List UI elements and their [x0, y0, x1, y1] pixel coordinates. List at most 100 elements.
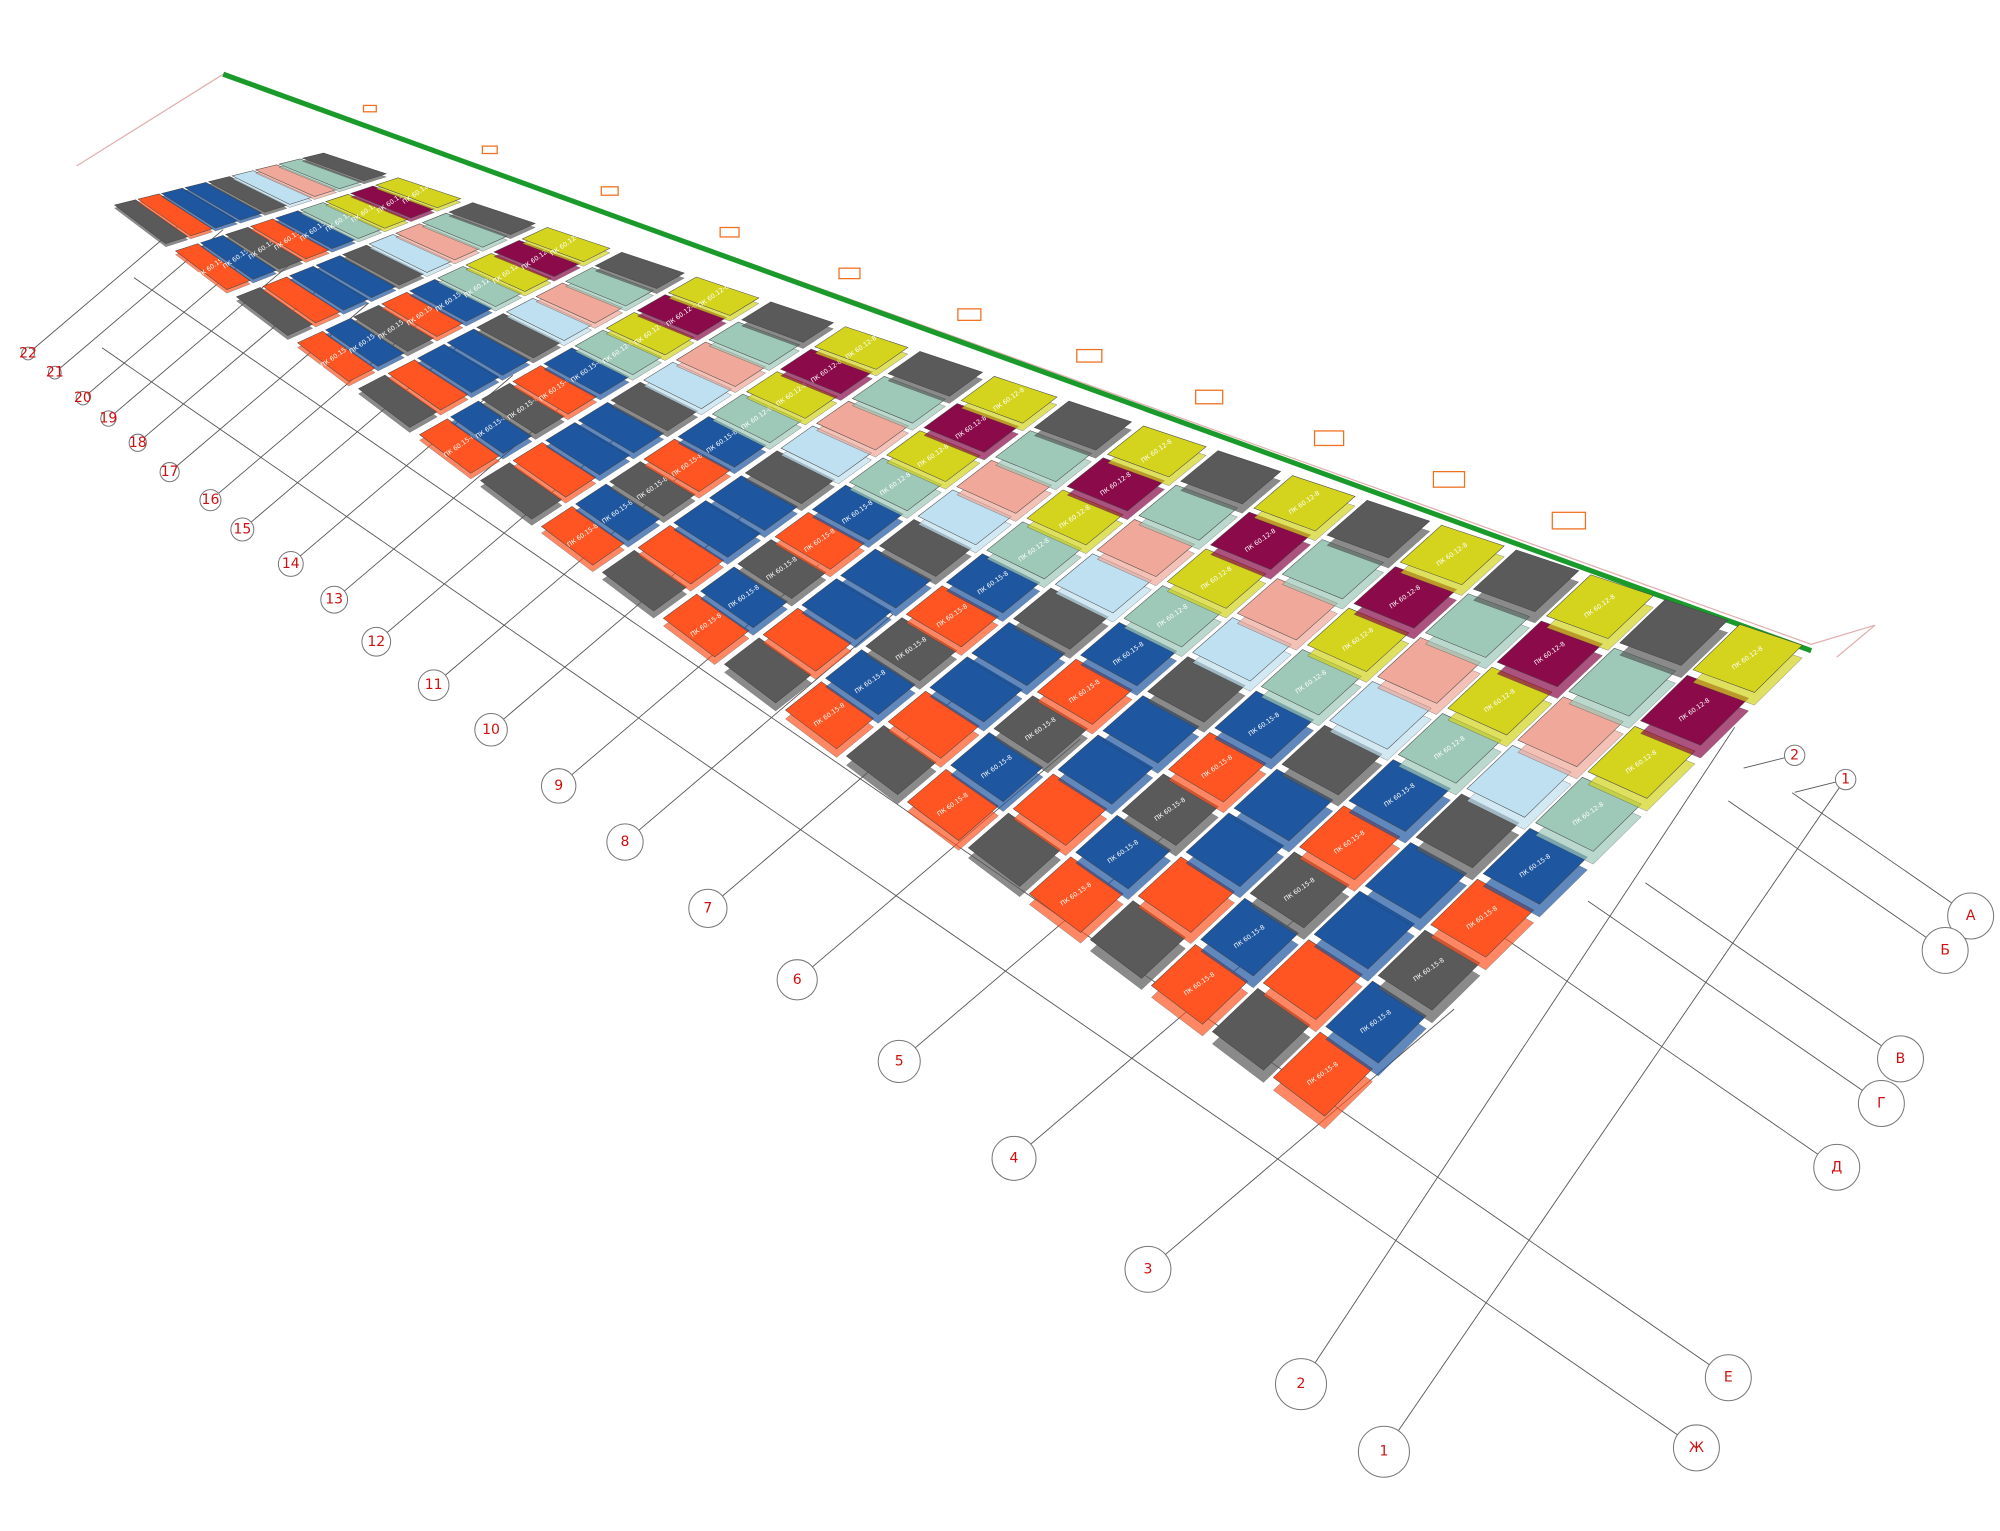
panel: [846, 725, 937, 796]
axis-label: 22: [19, 346, 37, 362]
axis-bubble: [75, 390, 91, 406]
panel: [1054, 553, 1152, 614]
panel: [605, 312, 695, 356]
axis-label: 2: [1790, 747, 1799, 763]
panel: [448, 202, 536, 235]
panel: [289, 265, 369, 311]
panel: [923, 403, 1020, 453]
panel: [250, 218, 330, 260]
panel: [299, 202, 383, 239]
panel: [825, 649, 916, 716]
panel: [594, 251, 685, 289]
panel: [512, 442, 597, 498]
axis-bubble: [230, 517, 255, 542]
panel: [816, 400, 910, 451]
axis-bubble: [1813, 1143, 1861, 1191]
axis-label: 19: [99, 411, 117, 427]
axis-bubble: [199, 489, 222, 512]
panel: [254, 164, 338, 197]
axis-bubble: [1357, 1425, 1410, 1478]
panel: [465, 253, 552, 292]
axis-bubble: [688, 888, 728, 928]
axis-bubble: [1783, 744, 1806, 767]
axis-bubble: [1834, 768, 1857, 791]
panel: [1253, 475, 1356, 532]
panel: [381, 291, 464, 337]
panel: [545, 422, 631, 476]
panel: [575, 483, 661, 541]
panel: [1107, 425, 1207, 478]
axis-bubble: [417, 669, 450, 701]
panel: [1472, 549, 1580, 612]
axis-bubble: [606, 823, 644, 861]
panel: [541, 506, 625, 566]
axis-label: 16: [202, 492, 220, 508]
panel: [1326, 500, 1431, 559]
panel: [481, 383, 565, 435]
panel: [662, 593, 750, 658]
axis-bubble: [100, 410, 117, 427]
axis-bubble: [991, 1135, 1037, 1181]
panel: [709, 475, 799, 531]
panel: [1013, 587, 1109, 650]
axis-bubble: [1672, 1424, 1720, 1472]
axis-label: 5: [895, 1053, 904, 1069]
roof-marker: [719, 226, 740, 238]
panel: [1546, 574, 1654, 639]
panel: [368, 234, 453, 273]
axis-label: Ж: [1689, 1440, 1704, 1456]
panel: [1036, 658, 1133, 725]
panel: [967, 812, 1062, 887]
axis-line: [1300, 726, 1736, 1385]
axis-label: 1: [1841, 772, 1850, 788]
axis-bubble: [361, 626, 392, 657]
panel: [700, 566, 788, 629]
axis-line: [1645, 882, 1901, 1060]
panel: [419, 418, 501, 474]
ridge-beam: [222, 71, 1813, 654]
axis-label: 7: [703, 900, 712, 916]
panel: [225, 226, 304, 270]
axis-label: 20: [74, 390, 92, 406]
axis-bubble: [277, 551, 304, 577]
panel: [711, 393, 803, 444]
axis-line: [1728, 800, 1946, 951]
axis-line: [1383, 781, 1844, 1452]
panel: [274, 210, 357, 249]
panel: [505, 297, 593, 341]
panel: [811, 484, 904, 541]
panel: [1028, 856, 1124, 933]
panel: [960, 376, 1058, 424]
panel: [577, 402, 665, 454]
panel: [906, 769, 999, 841]
panel: [113, 199, 189, 244]
panel: [637, 525, 725, 585]
axis-line: [1791, 792, 1971, 917]
panel: [801, 578, 892, 640]
panel: [174, 243, 251, 290]
panel: [886, 430, 981, 482]
panel: [200, 235, 278, 280]
panel: [917, 489, 1012, 546]
panel: [493, 240, 582, 277]
roof-marker: [957, 308, 982, 321]
panel: [297, 331, 376, 382]
axis-label: А: [1966, 908, 1976, 924]
panel: [353, 305, 435, 352]
panel: [325, 194, 409, 229]
panel: [1080, 622, 1178, 687]
panel: [1121, 773, 1219, 846]
axis-bubble: [877, 1039, 921, 1083]
panel: [851, 376, 947, 424]
panel: [437, 266, 523, 307]
axis-label: 10: [482, 722, 500, 738]
panel: [780, 425, 873, 478]
panel: [667, 276, 760, 316]
panel: [865, 617, 958, 682]
axis-label: 6: [793, 972, 802, 988]
panel: [995, 430, 1092, 482]
panel: [450, 400, 533, 454]
axis-bubble: [1124, 1245, 1172, 1293]
panel: [601, 550, 688, 612]
panel: [480, 462, 563, 520]
